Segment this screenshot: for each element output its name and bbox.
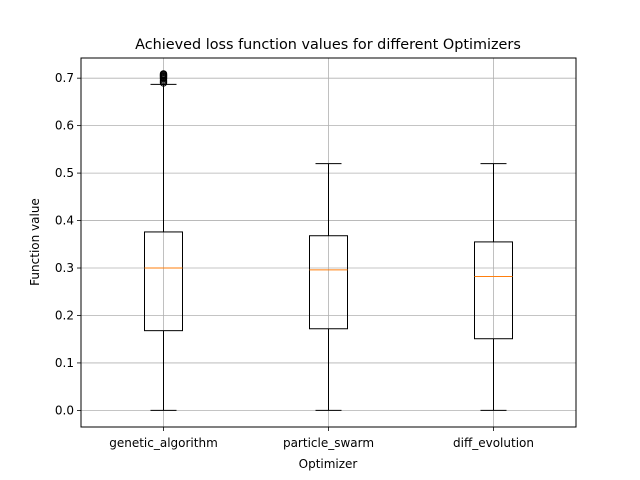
y-tick-label: 0.0	[55, 403, 74, 417]
box-body	[474, 241, 513, 340]
chart-title: Achieved loss function values for differ…	[135, 37, 521, 53]
box-particle_swarm	[309, 163, 348, 411]
y-tick-label: 0.6	[55, 119, 74, 133]
y-axis-label: Function value	[28, 198, 42, 286]
box-genetic_algorithm	[144, 70, 183, 411]
y-tick-label: 0.2	[55, 308, 74, 322]
x-tick-label: diff_evolution	[453, 436, 534, 450]
y-tick-label: 0.3	[55, 261, 74, 275]
y-tick-label: 0.1	[55, 356, 74, 370]
y-axis-ticks: 0.0 0.1 0.2 0.3 0.4 0.5 0.6 0.7	[55, 71, 81, 417]
box-body	[309, 235, 348, 330]
y-tick-label: 0.7	[55, 71, 74, 85]
box-diff_evolution	[474, 163, 513, 411]
x-tick-label: genetic_algorithm	[109, 436, 218, 450]
outlier-point	[159, 70, 168, 78]
box-body	[144, 231, 183, 332]
x-tick-label: particle_swarm	[283, 436, 374, 450]
x-axis-ticks: genetic_algorithm particle_swarm diff_evol…	[109, 427, 534, 450]
x-axis-label: Optimizer	[299, 457, 358, 471]
box-plot-series	[144, 70, 513, 411]
y-tick-label: 0.5	[55, 166, 74, 180]
y-tick-label: 0.4	[55, 214, 74, 228]
